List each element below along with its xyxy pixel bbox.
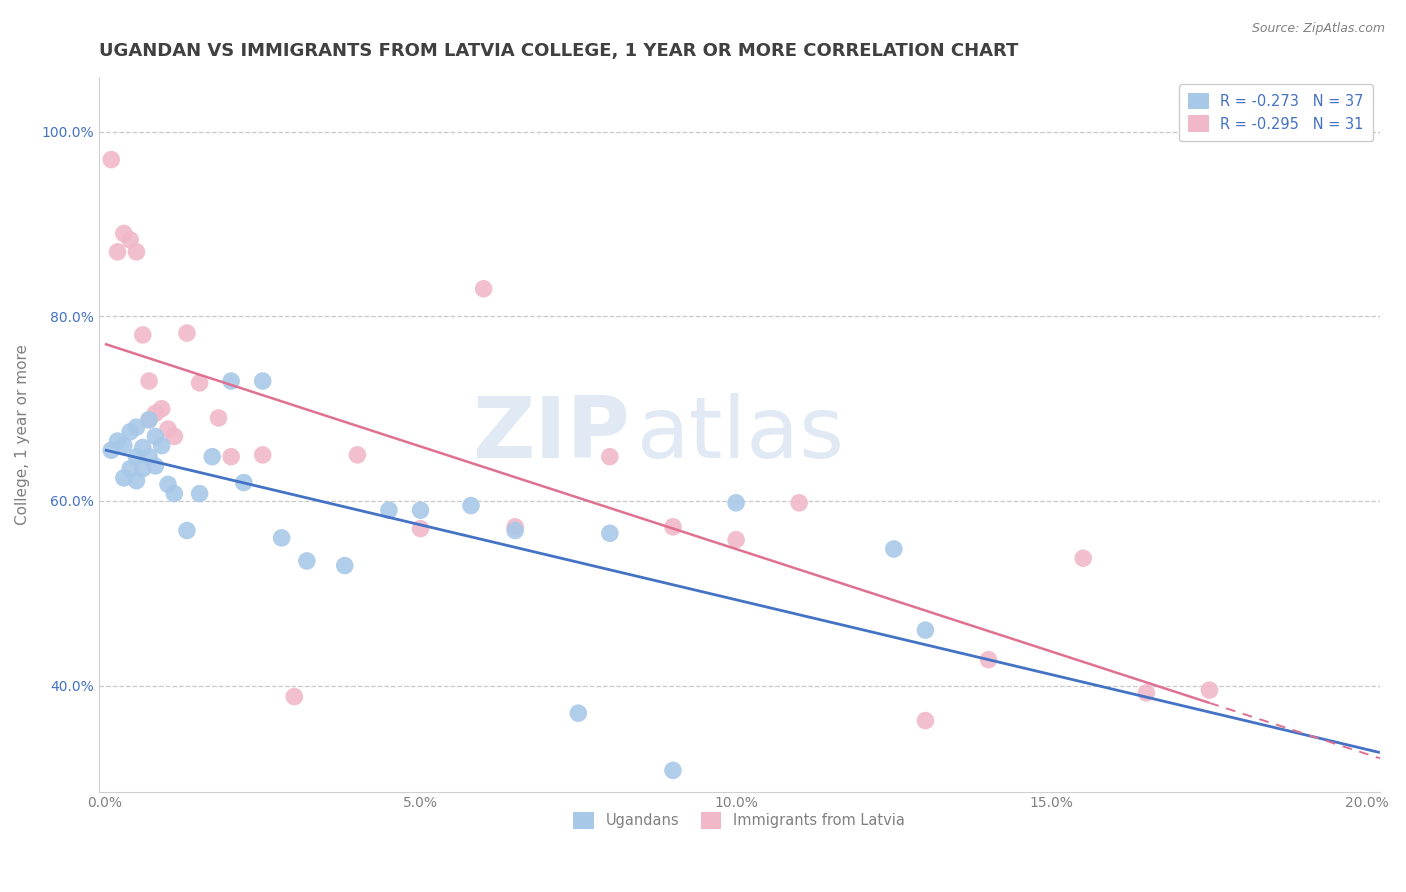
Point — [125, 420, 148, 434]
Point — [503, 520, 526, 534]
Point — [787, 496, 810, 510]
Point — [112, 471, 135, 485]
Point — [662, 764, 685, 778]
Point — [252, 448, 274, 462]
Point — [163, 486, 186, 500]
Point — [163, 429, 186, 443]
Text: UGANDAN VS IMMIGRANTS FROM LATVIA COLLEGE, 1 YEAR OR MORE CORRELATION CHART: UGANDAN VS IMMIGRANTS FROM LATVIA COLLEG… — [98, 42, 1018, 60]
Point — [138, 413, 160, 427]
Point — [132, 327, 155, 342]
Point — [725, 496, 748, 510]
Point — [1135, 686, 1157, 700]
Point — [503, 524, 526, 538]
Point — [145, 429, 167, 443]
Point — [295, 554, 318, 568]
Point — [219, 450, 242, 464]
Point — [662, 520, 685, 534]
Point — [914, 714, 936, 728]
Point — [157, 422, 180, 436]
Point — [270, 531, 292, 545]
Point — [460, 499, 482, 513]
Point — [132, 461, 155, 475]
Point — [112, 439, 135, 453]
Point — [150, 439, 173, 453]
Point — [219, 374, 242, 388]
Point — [1071, 551, 1094, 566]
Point — [145, 406, 167, 420]
Point — [120, 461, 142, 475]
Point — [378, 503, 401, 517]
Point — [176, 326, 198, 340]
Point — [914, 623, 936, 637]
Text: ZIP: ZIP — [472, 392, 630, 475]
Legend: Ugandans, Immigrants from Latvia: Ugandans, Immigrants from Latvia — [568, 805, 911, 834]
Point — [125, 450, 148, 464]
Point — [107, 244, 129, 259]
Point — [333, 558, 356, 573]
Point — [977, 653, 1000, 667]
Point — [346, 448, 368, 462]
Point — [138, 374, 160, 388]
Point — [725, 533, 748, 547]
Point — [409, 522, 432, 536]
Point — [883, 541, 905, 556]
Text: Source: ZipAtlas.com: Source: ZipAtlas.com — [1251, 22, 1385, 36]
Point — [120, 233, 142, 247]
Point — [188, 486, 211, 500]
Point — [100, 443, 122, 458]
Y-axis label: College, 1 year or more: College, 1 year or more — [15, 343, 30, 524]
Point — [125, 474, 148, 488]
Point — [232, 475, 254, 490]
Point — [145, 458, 167, 473]
Point — [472, 282, 495, 296]
Point — [201, 450, 224, 464]
Point — [138, 450, 160, 464]
Point — [283, 690, 305, 704]
Point — [150, 401, 173, 416]
Point — [1198, 683, 1220, 698]
Point — [112, 227, 135, 241]
Point — [599, 450, 621, 464]
Point — [207, 411, 229, 425]
Point — [120, 425, 142, 439]
Point — [107, 434, 129, 448]
Point — [252, 374, 274, 388]
Point — [125, 244, 148, 259]
Point — [176, 524, 198, 538]
Point — [100, 153, 122, 167]
Point — [157, 477, 180, 491]
Point — [567, 706, 589, 721]
Point — [138, 413, 160, 427]
Point — [188, 376, 211, 390]
Point — [132, 441, 155, 455]
Text: atlas: atlas — [637, 392, 845, 475]
Point — [409, 503, 432, 517]
Point — [599, 526, 621, 541]
